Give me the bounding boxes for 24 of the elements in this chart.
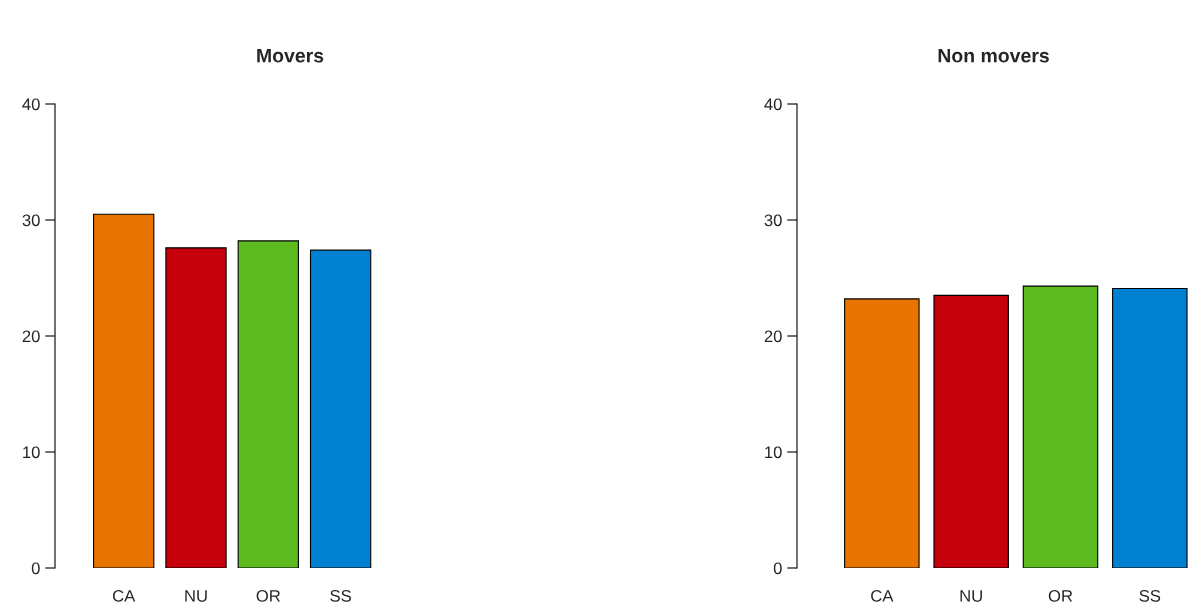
x-tick-label: OR: [1048, 589, 1073, 602]
bar: [309, 249, 372, 568]
x-tick-label: NU: [185, 590, 207, 602]
y-tick-label: 30: [22, 214, 40, 227]
x-tick-label: SS: [1139, 589, 1161, 602]
x-tick-label: OR: [256, 589, 281, 602]
chart-title: Non movers: [938, 48, 1049, 63]
y-tick-label: 10: [765, 446, 782, 459]
x-tick-label: SS: [330, 589, 351, 602]
y-tick-label: 40: [764, 98, 782, 111]
x-tick-label: NU: [960, 590, 982, 602]
bar: [93, 213, 155, 568]
y-tick-label: 10: [23, 446, 40, 459]
chart-title: Movers: [257, 48, 324, 63]
bar: [165, 247, 227, 568]
x-tick-label: CA: [112, 589, 136, 602]
bar: [237, 240, 299, 568]
y-tick-label: 40: [22, 98, 40, 111]
y-tick-label: 0: [773, 562, 782, 575]
y-tick-label: 20: [764, 330, 782, 343]
y-tick-label: 20: [22, 330, 40, 343]
y-tick-label: 0: [31, 562, 40, 575]
y-tick-label: 30: [764, 214, 782, 227]
x-tick-label: CA: [871, 589, 894, 602]
